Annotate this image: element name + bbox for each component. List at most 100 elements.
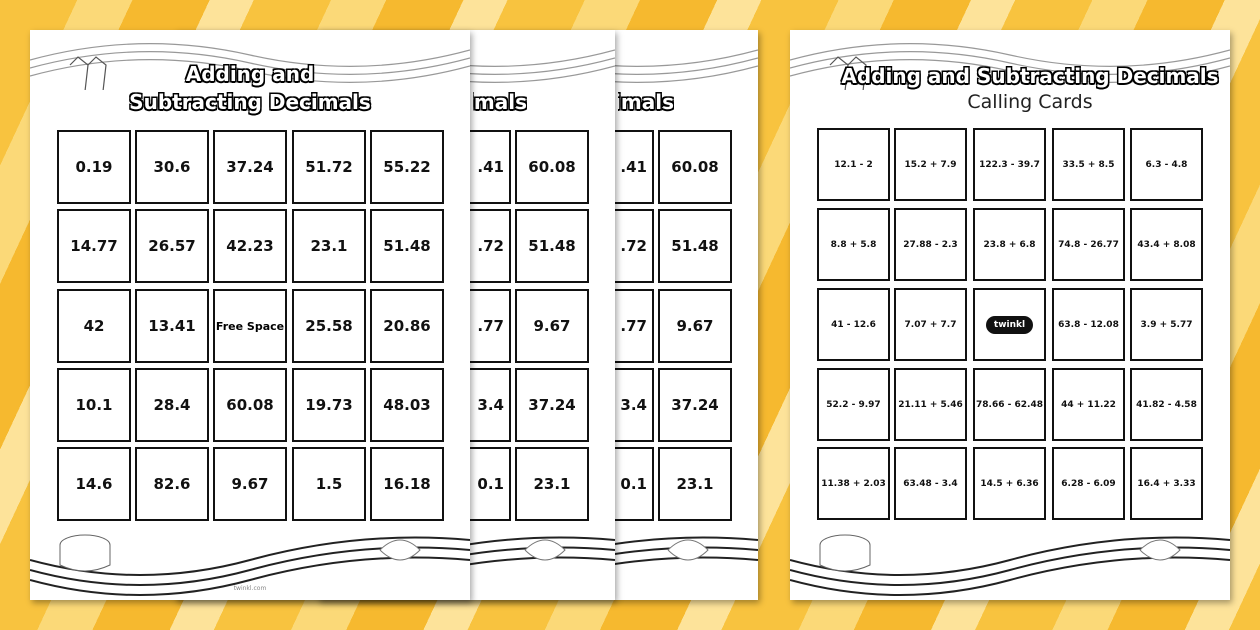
- cell-value: 16.18: [383, 475, 431, 493]
- cell-value: .41: [477, 158, 504, 176]
- bingo-cell: 0.19: [57, 130, 131, 204]
- bingo-cell: 23.1: [658, 447, 732, 521]
- cell-value: 42: [83, 317, 105, 335]
- bingo-cell: 10.1: [57, 368, 131, 442]
- calling-card: 27.88 - 2.3: [894, 208, 967, 281]
- cell-value: 1.5: [315, 475, 343, 493]
- worksheet-title: Adding and: [185, 62, 315, 86]
- bingo-cell: 20.86: [370, 289, 444, 363]
- bingo-cell: 23.1: [292, 209, 366, 283]
- cell-value: 37.24: [671, 396, 719, 414]
- bingo-cell: 37.24: [658, 368, 732, 442]
- calling-card: 21.11 + 5.46: [894, 368, 967, 441]
- cell-value: 60.08: [226, 396, 274, 414]
- card-expression: 43.4 + 8.08: [1137, 239, 1196, 250]
- free-space-label: Free Space: [215, 319, 285, 333]
- card-expression: 27.88 - 2.3: [903, 239, 958, 250]
- calling-card: 6.28 - 6.09: [1052, 447, 1125, 520]
- calling-cards-page: Adding and Subtracting Decimals Calling C…: [790, 30, 1230, 600]
- cell-value: 19.73: [305, 396, 353, 414]
- cell-value: .41: [620, 158, 647, 176]
- calling-card: 11.38 + 2.03: [817, 447, 890, 520]
- calling-card: 74.8 - 26.77: [1052, 208, 1125, 281]
- worksheet-title: Subtracting Decimals: [473, 90, 527, 114]
- cell-value: 10.1: [75, 396, 113, 414]
- bingo-cell: 9.67: [515, 289, 589, 363]
- card-expression: 6.3 - 4.8: [1145, 159, 1188, 170]
- bingo-cell: 60.08: [658, 130, 732, 204]
- calling-cards-title: Adding and Subtracting Decimals: [841, 64, 1219, 88]
- bingo-cell: 16.18: [370, 447, 444, 521]
- card-expression: 41 - 12.6: [831, 319, 876, 330]
- card-expression: 14.5 + 6.36: [980, 478, 1039, 489]
- calling-card: 14.5 + 6.36: [973, 447, 1046, 520]
- card-expression: 44 + 11.22: [1061, 399, 1116, 410]
- bingo-cell: 55.22: [370, 130, 444, 204]
- cell-value: 55.22: [383, 158, 431, 176]
- bingo-cell: 23.1: [515, 447, 589, 521]
- card-expression: 78.66 - 62.48: [976, 399, 1043, 410]
- card-expression: 16.4 + 3.33: [1137, 478, 1196, 489]
- twinkl-logo: twinkl: [985, 315, 1034, 334]
- calling-card: 3.9 + 5.77: [1130, 288, 1203, 361]
- card-expression: 122.3 - 39.7: [979, 159, 1040, 170]
- bingo-worksheet-page: Adding and Subtracting Decimals 0.19 30.6 37…: [30, 30, 470, 600]
- calling-card: 44 + 11.22: [1052, 368, 1125, 441]
- cell-value: 13.41: [148, 317, 196, 335]
- card-expression: 21.11 + 5.46: [898, 399, 963, 410]
- cell-value: 0.1: [477, 475, 504, 493]
- bingo-cell: 9.67: [658, 289, 732, 363]
- cell-value: .77: [477, 317, 504, 335]
- bingo-cell: 51.72: [292, 130, 366, 204]
- bingo-cell: 37.24: [515, 368, 589, 442]
- cell-value: 51.48: [671, 237, 719, 255]
- cell-value: 51.72: [305, 158, 353, 176]
- calling-card: 78.66 - 62.48: [973, 368, 1046, 441]
- bingo-cell: 9.67: [213, 447, 287, 521]
- card-expression: 33.5 + 8.5: [1062, 159, 1115, 170]
- calling-card: 23.8 + 6.8: [973, 208, 1046, 281]
- cell-value: 25.58: [305, 317, 353, 335]
- calling-card: twinkl: [973, 288, 1046, 361]
- cell-value: 3.4: [620, 396, 647, 414]
- cell-value: .72: [477, 237, 504, 255]
- cell-value: 23.1: [676, 475, 714, 493]
- calling-card: 41 - 12.6: [817, 288, 890, 361]
- card-expression: 11.38 + 2.03: [821, 478, 886, 489]
- cell-value: .72: [620, 237, 647, 255]
- bingo-cell: 1.5: [292, 447, 366, 521]
- calling-cards-subtitle: Calling Cards: [967, 91, 1093, 113]
- cell-value: 9.67: [676, 317, 714, 335]
- bingo-cell: 51.48: [658, 209, 732, 283]
- bingo-cell: 48.03: [370, 368, 444, 442]
- calling-card: 33.5 + 8.5: [1052, 128, 1125, 201]
- bingo-cell: 82.6: [135, 447, 209, 521]
- calling-card: 8.8 + 5.8: [817, 208, 890, 281]
- bingo-cell: 30.6: [135, 130, 209, 204]
- card-expression: 74.8 - 26.77: [1058, 239, 1119, 250]
- cell-value: 9.67: [231, 475, 269, 493]
- calling-card: 16.4 + 3.33: [1130, 447, 1203, 520]
- footer-url: twinkl.com: [233, 585, 267, 592]
- cell-value: 9.67: [533, 317, 571, 335]
- bingo-cell: 51.48: [515, 209, 589, 283]
- wave-decoration-bottom: [30, 534, 470, 596]
- calling-card: 122.3 - 39.7: [973, 128, 1046, 201]
- cell-value: 48.03: [383, 396, 431, 414]
- cell-value: 0.1: [620, 475, 647, 493]
- bingo-cell: 51.48: [370, 209, 444, 283]
- cell-value: 42.23: [226, 237, 274, 255]
- card-expression: 7.07 + 7.7: [904, 319, 957, 330]
- cell-value: 14.77: [70, 237, 118, 255]
- bingo-cell: 60.08: [213, 368, 287, 442]
- cell-value: 60.08: [528, 158, 576, 176]
- calling-card: 63.48 - 3.4: [894, 447, 967, 520]
- cell-value: 51.48: [528, 237, 576, 255]
- bingo-cell: 14.6: [57, 447, 131, 521]
- cell-value: 14.6: [75, 475, 113, 493]
- card-expression: 23.8 + 6.8: [983, 239, 1036, 250]
- cell-value: 37.24: [528, 396, 576, 414]
- wave-decoration-bottom: [790, 534, 1230, 596]
- card-expression: 3.9 + 5.77: [1140, 319, 1193, 330]
- calling-card: 15.2 + 7.9: [894, 128, 967, 201]
